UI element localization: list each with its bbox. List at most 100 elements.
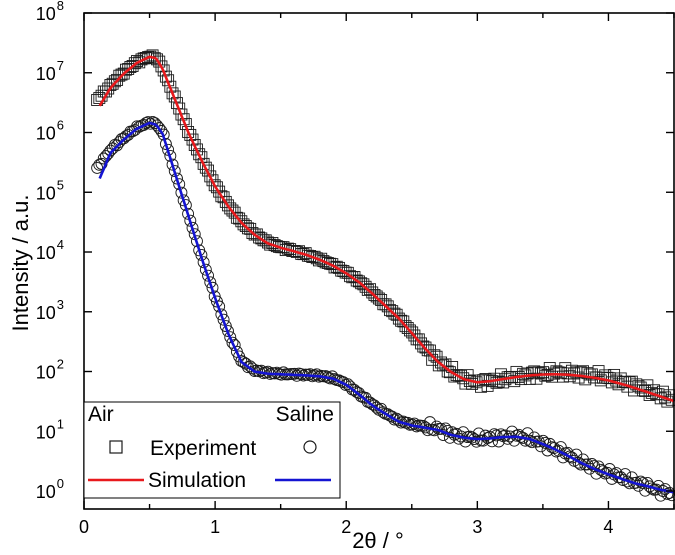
air-experiment-point [370, 290, 383, 303]
air-experiment-point [375, 294, 388, 306]
saline-experiment-point [175, 186, 188, 199]
air-experiment-point [159, 70, 172, 83]
air-experiment-point [237, 218, 250, 231]
saline-simulation-line [98, 121, 675, 494]
air-experiment-point [399, 320, 412, 333]
air-experiment-point [210, 181, 223, 194]
legend-simulation-label: Simulation [148, 469, 246, 492]
air-experiment-point [124, 61, 137, 73]
x-tick-label: 0 [79, 517, 89, 537]
saline-experiment-point [217, 313, 230, 326]
air-experiment-point [144, 50, 157, 63]
air-experiment-point [120, 63, 132, 76]
legend-square-marker-icon [109, 440, 123, 454]
air-experiment-point [193, 148, 206, 161]
air-experiment-point [126, 60, 139, 72]
y-tick-label: 107 [36, 58, 64, 84]
y-tick-exponent: 7 [57, 58, 64, 73]
saline-experiment-point [494, 428, 507, 441]
air-experiment-point [592, 365, 605, 378]
saline-experiment-point [215, 308, 228, 321]
air-experiment-point [648, 384, 660, 397]
y-tick-label: 108 [36, 0, 64, 24]
saline-experiment-point [153, 122, 166, 135]
saline-experiment-point [348, 383, 361, 396]
saline-experiment-point [486, 435, 499, 448]
air-experiment-point [412, 333, 425, 346]
air-experiment-point [408, 329, 421, 342]
air-experiment-point [113, 69, 126, 82]
y-tick-exponent: 3 [57, 297, 64, 312]
saline-experiment-point [352, 387, 365, 399]
saline-experiment-point [128, 124, 141, 136]
air-experiment-point [219, 195, 232, 208]
y-tick-label: 102 [36, 357, 64, 383]
air-experiment-point [392, 312, 405, 325]
air-experiment-point [406, 326, 419, 339]
air-experiment-point [155, 60, 168, 73]
air-experiment-point [224, 202, 237, 215]
air-experiment-point [197, 157, 210, 170]
x-tick-label: 4 [603, 517, 613, 537]
saline-experiment-point [563, 450, 576, 463]
y-tick-exponent: 0 [57, 476, 64, 491]
legend-header-saline: Saline [276, 403, 334, 426]
saline-experiment-point [166, 158, 179, 171]
saline-experiment-point [392, 414, 405, 427]
saline-experiment-point [155, 125, 168, 137]
air-experiment-point [206, 174, 219, 187]
air-experiment-point [348, 271, 361, 283]
y-tick-exponent: 8 [57, 0, 64, 13]
x-tick-label: 2 [341, 517, 351, 537]
air-simulation-line [98, 55, 675, 403]
y-tick-exponent: 4 [57, 237, 64, 252]
plot-frame [83, 12, 675, 510]
air-experiment-point [153, 55, 166, 68]
air-experiment-point [106, 77, 119, 90]
saline-experiment-point [182, 207, 195, 220]
saline-experiment-point [122, 128, 135, 141]
saline-experiment-point [490, 429, 503, 442]
saline-experiment-point [117, 132, 130, 145]
y-tick-exponent: 1 [57, 416, 64, 431]
saline-experiment-point [208, 290, 221, 303]
air-experiment-point [350, 274, 363, 287]
air-experiment-point [235, 215, 248, 228]
saline-experiment-point [186, 221, 199, 234]
saline-experiment-point [661, 487, 674, 500]
y-tick-label: 100 [36, 476, 64, 502]
saline-experiment-point [171, 172, 183, 185]
saline-experiment-point [665, 489, 675, 502]
air-experiment-point [226, 204, 239, 217]
air-experiment-point [166, 87, 179, 100]
saline-experiment-point [552, 444, 565, 457]
air-experiment-point [401, 322, 414, 334]
air-experiment-point [217, 191, 230, 204]
air-experiment-point [164, 80, 177, 93]
air-experiment-point [239, 220, 252, 232]
saline-experiment-point [470, 435, 483, 448]
legend-circle-marker-icon [303, 440, 317, 454]
air-experiment-point [390, 308, 403, 321]
saline-experiment-point [159, 138, 172, 150]
air-experiment-point [415, 337, 428, 350]
y-tick-exponent: 2 [57, 357, 64, 372]
saline-experiment-point [244, 360, 257, 373]
air-experiment-point [333, 261, 345, 274]
saline-experiment-point [146, 115, 159, 128]
legend-header-air: Air [88, 403, 114, 426]
legend: Air Saline Experiment Simulation [83, 401, 341, 499]
saline-experiment-point [370, 401, 383, 414]
x-axis: 0 1 2 3 4 [79, 13, 675, 537]
air-experiment-point [188, 139, 201, 151]
saline-experiment-point [237, 356, 250, 369]
air-experiment-point [175, 108, 188, 121]
air-experiment-point [204, 170, 217, 183]
air-experiment-point [381, 300, 394, 313]
air-experiment-point [208, 179, 221, 192]
saline-experiment-point [224, 331, 237, 344]
air-experiment-point [242, 222, 254, 235]
air-experiment-point [177, 113, 190, 126]
legend-experiment-label: Experiment [150, 437, 256, 460]
